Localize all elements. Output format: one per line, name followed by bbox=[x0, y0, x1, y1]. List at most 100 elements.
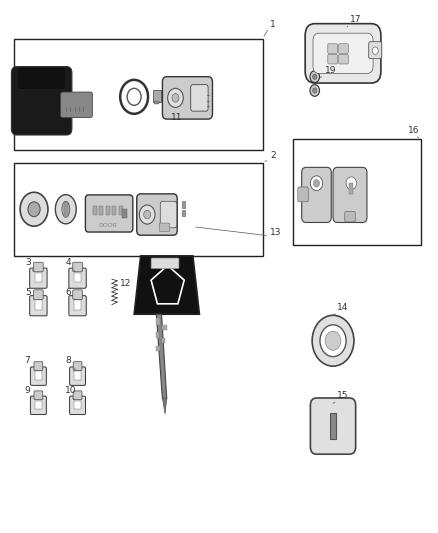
FancyBboxPatch shape bbox=[85, 195, 133, 232]
Circle shape bbox=[139, 205, 155, 224]
Bar bbox=[35, 400, 42, 409]
Bar bbox=[122, 209, 127, 217]
Circle shape bbox=[168, 88, 184, 108]
Text: 7: 7 bbox=[25, 356, 30, 365]
Bar bbox=[74, 400, 81, 409]
Circle shape bbox=[314, 180, 320, 187]
FancyBboxPatch shape bbox=[73, 290, 82, 300]
Bar bbox=[162, 325, 167, 330]
FancyBboxPatch shape bbox=[73, 391, 82, 400]
Bar bbox=[99, 206, 103, 215]
FancyBboxPatch shape bbox=[30, 268, 47, 288]
Text: 1: 1 bbox=[270, 20, 276, 29]
Text: 6: 6 bbox=[66, 288, 71, 297]
Text: 15: 15 bbox=[336, 391, 348, 400]
Bar bbox=[106, 206, 110, 215]
Text: 14: 14 bbox=[336, 303, 348, 312]
FancyBboxPatch shape bbox=[305, 23, 381, 83]
Circle shape bbox=[312, 316, 354, 366]
Circle shape bbox=[346, 177, 357, 190]
Polygon shape bbox=[156, 314, 167, 399]
Text: 13: 13 bbox=[270, 228, 282, 237]
Bar bbox=[14, 163, 262, 256]
Bar bbox=[93, 206, 97, 215]
Ellipse shape bbox=[55, 195, 76, 224]
Ellipse shape bbox=[62, 201, 70, 217]
Bar bbox=[74, 273, 81, 282]
Bar bbox=[64, 202, 67, 216]
Circle shape bbox=[310, 85, 320, 96]
Circle shape bbox=[313, 88, 317, 93]
FancyBboxPatch shape bbox=[369, 42, 382, 59]
FancyBboxPatch shape bbox=[30, 296, 47, 316]
Text: 19: 19 bbox=[325, 66, 336, 75]
FancyBboxPatch shape bbox=[137, 194, 177, 235]
FancyBboxPatch shape bbox=[30, 367, 46, 385]
Circle shape bbox=[120, 80, 148, 114]
Text: 17: 17 bbox=[350, 15, 361, 23]
FancyBboxPatch shape bbox=[162, 77, 212, 119]
FancyBboxPatch shape bbox=[311, 398, 356, 454]
Text: 12: 12 bbox=[120, 279, 131, 288]
Circle shape bbox=[311, 176, 322, 191]
Text: 5: 5 bbox=[25, 288, 31, 297]
FancyBboxPatch shape bbox=[191, 85, 208, 111]
FancyBboxPatch shape bbox=[345, 212, 355, 222]
Circle shape bbox=[144, 211, 151, 219]
FancyBboxPatch shape bbox=[34, 290, 43, 300]
Text: 9: 9 bbox=[25, 386, 30, 395]
FancyBboxPatch shape bbox=[151, 258, 179, 269]
Bar bbox=[293, 139, 421, 245]
FancyBboxPatch shape bbox=[69, 296, 86, 316]
FancyBboxPatch shape bbox=[302, 167, 331, 222]
Bar bbox=[14, 38, 262, 150]
Polygon shape bbox=[162, 398, 167, 414]
Circle shape bbox=[127, 88, 141, 106]
Polygon shape bbox=[151, 265, 184, 304]
FancyBboxPatch shape bbox=[73, 262, 82, 272]
Circle shape bbox=[313, 74, 317, 79]
Bar bbox=[153, 91, 161, 102]
FancyBboxPatch shape bbox=[34, 391, 43, 400]
Bar bbox=[330, 414, 336, 439]
Text: DOOR: DOOR bbox=[99, 223, 117, 228]
Circle shape bbox=[325, 331, 341, 350]
FancyBboxPatch shape bbox=[328, 54, 337, 64]
Polygon shape bbox=[134, 256, 199, 314]
FancyBboxPatch shape bbox=[34, 362, 43, 370]
Text: 3: 3 bbox=[25, 257, 31, 266]
FancyBboxPatch shape bbox=[69, 268, 86, 288]
FancyBboxPatch shape bbox=[333, 167, 367, 222]
Circle shape bbox=[320, 325, 346, 357]
Text: 10: 10 bbox=[64, 386, 76, 395]
Text: 2: 2 bbox=[270, 151, 276, 160]
Bar bbox=[113, 206, 116, 215]
Bar bbox=[119, 206, 123, 215]
Text: 4: 4 bbox=[66, 257, 71, 266]
Circle shape bbox=[20, 192, 48, 226]
Text: 11: 11 bbox=[171, 114, 183, 122]
Text: 16: 16 bbox=[408, 126, 419, 135]
FancyBboxPatch shape bbox=[60, 92, 92, 117]
Bar bbox=[156, 318, 160, 325]
FancyBboxPatch shape bbox=[70, 396, 85, 415]
FancyBboxPatch shape bbox=[73, 362, 82, 370]
Bar bbox=[349, 183, 353, 194]
FancyBboxPatch shape bbox=[298, 187, 308, 202]
Bar bbox=[154, 101, 159, 104]
Circle shape bbox=[172, 94, 179, 102]
FancyBboxPatch shape bbox=[339, 54, 348, 64]
Bar bbox=[162, 338, 166, 343]
Bar bbox=[35, 301, 42, 310]
Bar bbox=[74, 372, 81, 380]
Circle shape bbox=[28, 202, 40, 216]
FancyBboxPatch shape bbox=[313, 33, 373, 74]
Bar bbox=[156, 332, 159, 338]
Circle shape bbox=[310, 71, 320, 83]
Bar bbox=[182, 201, 185, 208]
FancyBboxPatch shape bbox=[34, 262, 43, 272]
Circle shape bbox=[372, 47, 378, 54]
FancyBboxPatch shape bbox=[17, 67, 66, 90]
Bar bbox=[156, 346, 160, 351]
Bar bbox=[35, 273, 42, 282]
